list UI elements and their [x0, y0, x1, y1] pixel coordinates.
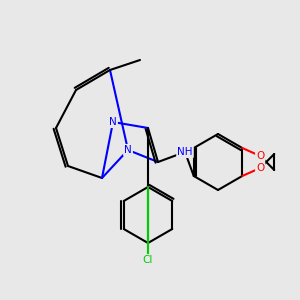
- Text: O: O: [256, 151, 264, 161]
- Text: O: O: [256, 163, 264, 173]
- Text: NH: NH: [177, 147, 193, 157]
- Text: N: N: [124, 145, 132, 155]
- Text: Cl: Cl: [143, 255, 153, 265]
- Text: N: N: [109, 117, 117, 127]
